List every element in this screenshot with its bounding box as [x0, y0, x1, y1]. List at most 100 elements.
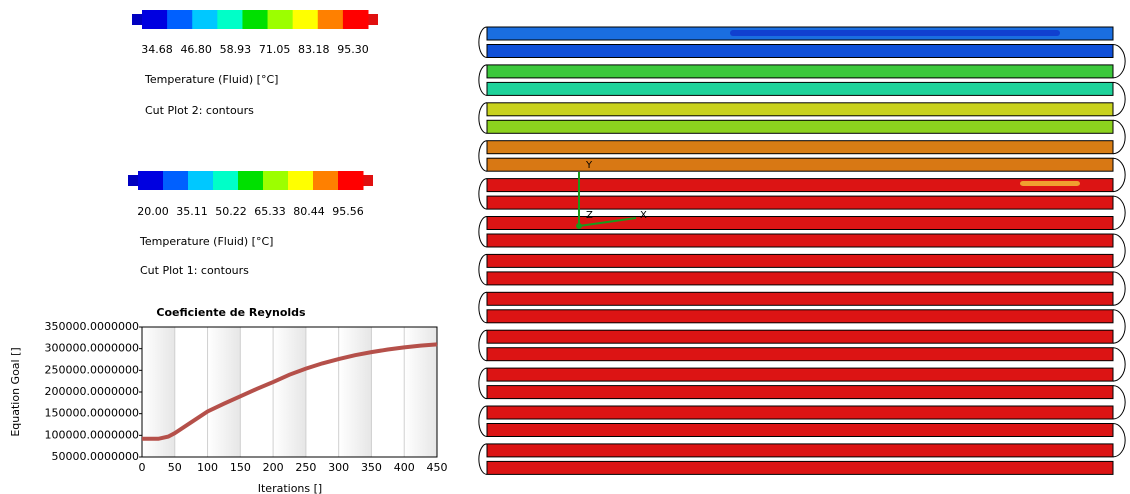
pipe — [487, 424, 1113, 437]
pipe-bend — [479, 141, 487, 172]
colorbar-cell — [163, 171, 189, 190]
legend-tick-label: 95.30 — [337, 43, 369, 56]
pipe-streak — [1020, 181, 1080, 186]
legend-tick-label: 95.56 — [332, 205, 364, 218]
colorbar-cell — [217, 10, 243, 29]
triad-label: Z — [586, 210, 593, 221]
legend-tick-label: 80.44 — [293, 205, 325, 218]
pipe-bend — [1113, 424, 1125, 457]
pipe — [487, 348, 1113, 361]
y-tick-label: 350000.0000000 — [45, 320, 139, 333]
colorbar-cell — [318, 10, 344, 29]
pipe — [487, 179, 1113, 192]
y-tick-label: 250000.0000000 — [45, 363, 139, 376]
grid-band — [273, 327, 306, 457]
x-tick-label: 150 — [230, 461, 251, 474]
pipe-bend — [479, 444, 487, 475]
legend-tick-label: 50.22 — [215, 205, 247, 218]
y-tick-label: 50000.0000000 — [52, 450, 139, 463]
pipe-bend — [1113, 386, 1125, 419]
colorbar-cell — [238, 171, 264, 190]
y-tick-label: 300000.0000000 — [45, 342, 139, 355]
pipe — [487, 461, 1113, 474]
pipe — [487, 65, 1113, 78]
pipe-bend — [479, 179, 487, 210]
pipe — [487, 103, 1113, 116]
pipe — [487, 196, 1113, 209]
x-tick-label: 200 — [263, 461, 284, 474]
pipe — [487, 330, 1113, 343]
pipe — [487, 272, 1113, 285]
pipe-bend — [479, 217, 487, 248]
colorbar-cell — [263, 171, 289, 190]
colorbar-cell — [242, 10, 268, 29]
triad-label: Y — [585, 160, 593, 171]
x-tick-label: 400 — [394, 461, 415, 474]
pipe-bend — [479, 406, 487, 437]
pipe-bend — [1113, 234, 1125, 267]
pipe — [487, 45, 1113, 58]
legend-title: Temperature (Fluid) [°C] — [139, 235, 273, 248]
x-tick-label: 300 — [328, 461, 349, 474]
legend-caption: Cut Plot 2: contours — [145, 104, 254, 117]
x-tick-label: 350 — [361, 461, 382, 474]
y-tick-label: 200000.0000000 — [45, 385, 139, 398]
pipe — [487, 141, 1113, 154]
colorbar-cell — [188, 171, 214, 190]
legend-tick-label: 20.00 — [137, 205, 169, 218]
pipe-bend — [479, 254, 487, 285]
goal-chart: Coeficiente de Reynolds Iterations [] Eq… — [9, 306, 448, 494]
pipe-bend — [479, 65, 487, 96]
x-tick-label: 250 — [295, 461, 316, 474]
legends: Temperature (Fluid) [°C] Cut Plot 2: con… — [128, 10, 378, 277]
x-tick-label: 100 — [197, 461, 218, 474]
colorbar-cell — [338, 171, 364, 190]
pipe-bend — [479, 103, 487, 134]
x-tick-label: 450 — [427, 461, 448, 474]
pipe-bend — [479, 368, 487, 399]
colorbar-cell — [192, 10, 218, 29]
legend-tick-label: 35.11 — [176, 205, 208, 218]
x-axis-label: Iterations [] — [258, 482, 322, 494]
grid-band — [339, 327, 372, 457]
pipe-bend — [1113, 196, 1125, 229]
pipe-plot — [479, 27, 1125, 474]
colorbar-cell — [268, 10, 294, 29]
y-axis-label: Equation Goal [] — [9, 347, 22, 436]
pipe — [487, 254, 1113, 267]
pipe — [487, 158, 1113, 171]
grid-band — [208, 327, 241, 457]
colorbar-end — [128, 175, 138, 186]
colorbar-end — [132, 14, 142, 25]
pipe-bend — [1113, 158, 1125, 191]
y-tick-label: 100000.0000000 — [45, 428, 139, 441]
colorbar-cell — [293, 10, 319, 29]
pipe-bend — [479, 292, 487, 323]
pipe — [487, 444, 1113, 457]
screen: Temperature (Fluid) [°C] Cut Plot 2: con… — [0, 0, 1130, 494]
pipe — [487, 234, 1113, 247]
pipe — [487, 406, 1113, 419]
pipe — [487, 82, 1113, 95]
legend-caption: Cut Plot 1: contours — [140, 264, 249, 277]
pipe-bend — [1113, 272, 1125, 305]
pipe-bend — [1113, 348, 1125, 381]
pipe-bend — [1113, 82, 1125, 115]
colorbar-end — [368, 14, 378, 25]
pipe-bend — [479, 27, 487, 58]
y-tick-label: 150000.0000000 — [45, 407, 139, 420]
pipe-bend — [479, 330, 487, 361]
legend-tick-label: 83.18 — [298, 43, 330, 56]
colorbar-cell — [313, 171, 339, 190]
pipe-bend — [1113, 310, 1125, 343]
x-tick-label: 50 — [168, 461, 182, 474]
pipe — [487, 386, 1113, 399]
triad-label: X — [640, 210, 647, 221]
legend-tick-label: 34.68 — [141, 43, 173, 56]
colorbar-end — [363, 175, 373, 186]
pipe — [487, 368, 1113, 381]
pipe — [487, 120, 1113, 133]
legend-tick-label: 46.80 — [180, 43, 212, 56]
pipe — [487, 310, 1113, 323]
legend-tick-label: 65.33 — [254, 205, 286, 218]
